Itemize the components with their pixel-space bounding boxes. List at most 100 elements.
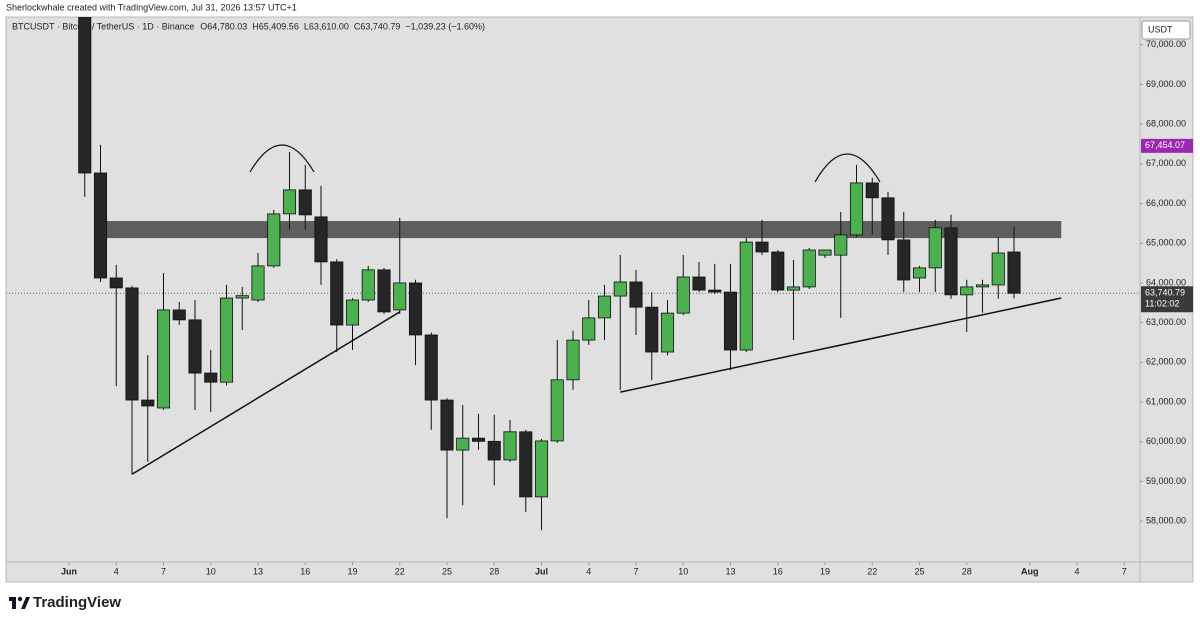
trend-line (131, 311, 401, 475)
candle-body (345, 299, 360, 326)
candle-body (582, 317, 596, 341)
candle-body (802, 249, 816, 288)
candle-body (219, 297, 234, 383)
x-tick-label: 19 (347, 566, 357, 576)
candle-body (629, 281, 643, 308)
x-tick-label: Aug (1021, 566, 1039, 576)
candle-body (172, 309, 186, 321)
y-tick-label: 67,000.00 (1146, 158, 1186, 168)
candle-body (881, 197, 895, 241)
x-tick-label: 13 (725, 566, 735, 576)
candle-body (204, 372, 218, 383)
x-tick-label: Jun (61, 566, 77, 576)
countdown: 11:02:02 (1145, 299, 1179, 309)
candle-body (78, 17, 92, 174)
candle-body (235, 295, 249, 299)
x-tick-label: 28 (489, 566, 499, 576)
candle-body (786, 286, 801, 291)
x-tick-label: 7 (1122, 566, 1127, 576)
candle-body (912, 267, 927, 279)
candle-body (723, 291, 738, 351)
candle-body (487, 440, 501, 461)
candle-body (156, 309, 171, 409)
candle-body (109, 277, 123, 289)
x-tick-label: 28 (962, 566, 972, 576)
candle-body (818, 249, 832, 256)
y-tick-label: 70,000.00 (1146, 39, 1186, 49)
candle-body (708, 289, 722, 293)
x-tick-label: 10 (206, 566, 216, 576)
pane (6, 17, 1140, 531)
candle-body (251, 265, 265, 301)
y-tick-label: 59,000.00 (1146, 476, 1186, 486)
candle-body (503, 431, 517, 461)
candle-body (408, 282, 423, 336)
brand-logo (9, 596, 30, 609)
brand: TradingView (33, 594, 121, 611)
x-tick-label: 16 (300, 566, 310, 576)
y-tick-label: 62,000.00 (1146, 357, 1186, 367)
candle-body (566, 339, 580, 381)
candle-body (928, 227, 942, 269)
candle-body (834, 234, 848, 256)
candle-body (849, 182, 864, 236)
x-tick-label: 16 (773, 566, 783, 576)
candle-body (424, 334, 438, 401)
legend-value: L63,610.00 (304, 21, 349, 31)
candle-body (771, 251, 785, 291)
candle-body (613, 281, 627, 297)
y-tick-label: 64,000.00 (1146, 277, 1186, 287)
candle-body (393, 282, 407, 311)
x-tick-label: Jul (535, 566, 548, 576)
candle-body (361, 269, 375, 301)
candle-body (267, 213, 281, 267)
legend-value: C63,740.79 (354, 21, 401, 31)
candle-body (456, 437, 470, 451)
candle-body (1007, 251, 1021, 294)
currency: USDT (1148, 24, 1173, 34)
y-tick-label: 63,000.00 (1146, 317, 1186, 327)
x-tick-label: 22 (867, 566, 877, 576)
candle-body (676, 276, 690, 314)
y-tick-label: 60,000.00 (1146, 436, 1186, 446)
trend-line (620, 297, 1062, 393)
legend-value: O64,780.03 (200, 21, 247, 31)
chart-title: BTCUSDT · Bitcoin / TetherUS · 1D · Bina… (12, 21, 194, 31)
candle-body (692, 276, 706, 291)
peak-arc (249, 144, 315, 173)
legend-value: H65,409.56 (252, 21, 299, 31)
y-tick-label: 58,000.00 (1146, 515, 1186, 525)
candle-body (975, 284, 990, 288)
y-tick-label: 66,000.00 (1146, 198, 1186, 208)
y-tick-label: 65,000.00 (1146, 238, 1186, 248)
candle-body (755, 241, 769, 253)
candle-body (282, 189, 297, 215)
candle-body (330, 261, 344, 326)
candle-body (660, 312, 675, 353)
x-tick-label: 13 (253, 566, 263, 576)
candle-body (93, 172, 108, 279)
candle-body (645, 306, 659, 353)
legend-value: −1,039.23 (−1.60%) (405, 21, 485, 31)
candle-body (944, 227, 958, 296)
candle-body (125, 287, 139, 401)
candle-body (534, 440, 549, 498)
candle-body (298, 189, 312, 216)
candle-body (960, 286, 974, 296)
candle-body (471, 437, 486, 442)
x-tick-label: 25 (914, 566, 924, 576)
x-tick-label: 7 (161, 566, 166, 576)
price-label-box (1141, 138, 1193, 153)
x-tick-label: 10 (678, 566, 688, 576)
candle-body (141, 399, 155, 407)
price-label: 67,454.07 (1145, 140, 1185, 150)
x-tick-label: 7 (633, 566, 638, 576)
y-tick-label: 61,000.00 (1146, 396, 1186, 406)
legend: BTCUSDT · Bitcoin / TetherUS · 1D · Bina… (12, 21, 485, 31)
y-tick-label: 69,000.00 (1146, 79, 1186, 89)
peak-arc (814, 153, 881, 183)
candle-body (314, 216, 328, 263)
candle-body (897, 239, 911, 281)
x-tick-label: 4 (586, 566, 591, 576)
